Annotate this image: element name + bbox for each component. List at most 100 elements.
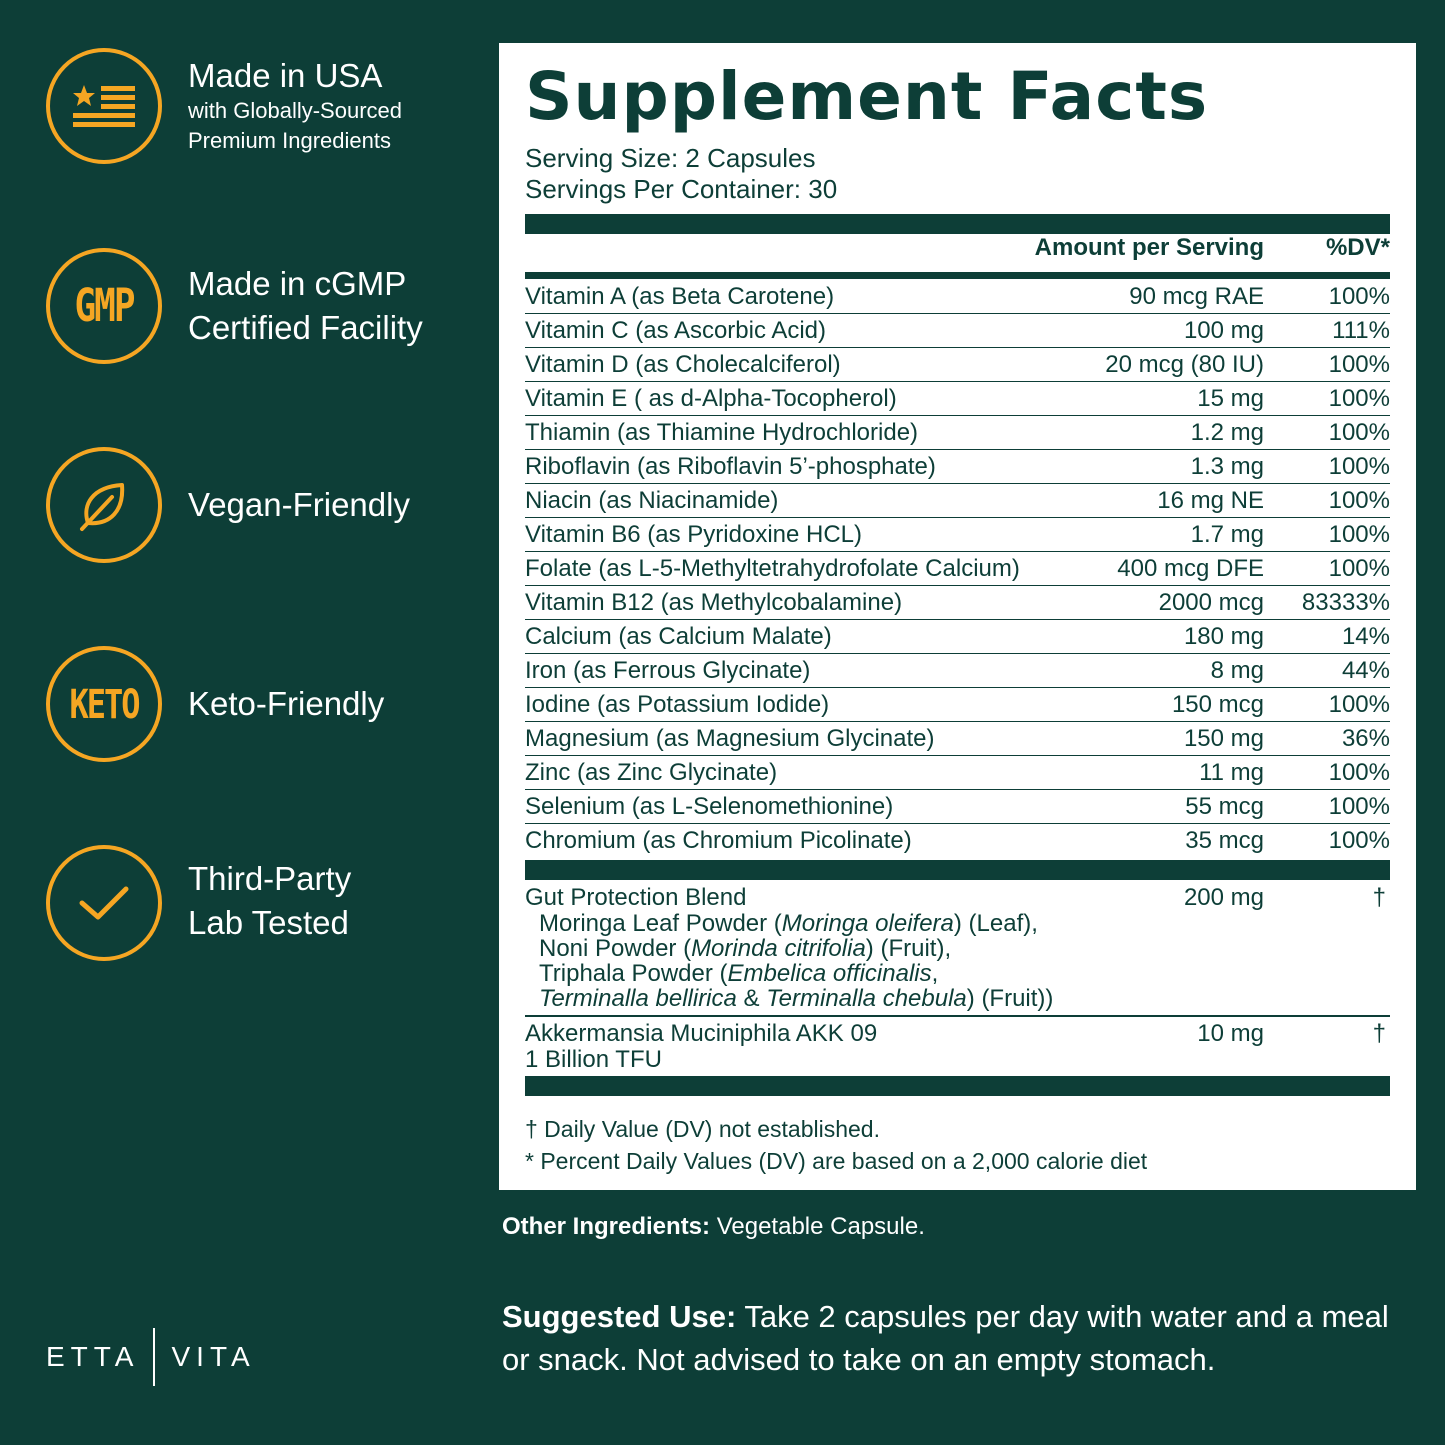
other-label: Other Ingredients: xyxy=(502,1213,711,1240)
suggested-use: Suggested Use: Take 2 capsules per day w… xyxy=(502,1295,1402,1381)
feature-title: Vegan-Friendly xyxy=(188,486,410,523)
feature-title: Made in USA xyxy=(188,57,383,94)
nutrient-dv: 100% xyxy=(1328,555,1390,582)
gut-protection-blend: Gut Protection Blend 200 mg † Moringa Le… xyxy=(525,884,1390,1012)
feature-made-in-usa: Made in USA with Globally-Sourced Premiu… xyxy=(46,48,476,168)
divider-bar xyxy=(525,860,1390,880)
akk-count: 1 Billion TFU xyxy=(525,1046,662,1073)
nutrient-amount: 100 mg xyxy=(1183,317,1264,344)
blend-dv: † xyxy=(1372,884,1386,911)
nutrient-dv: 100% xyxy=(1328,453,1390,480)
table-row: Thiamin (as Thiamine Hydrochloride) 1.2 m… xyxy=(525,416,1390,450)
nutrient-name: Calcium (as Calcium Malate) xyxy=(525,623,832,650)
blend-ingredient: Terminalla bellirica & Terminalla chebul… xyxy=(539,985,1054,1012)
feature-lab-tested: Third-Party Lab Tested xyxy=(46,845,476,965)
use-label: Suggested Use: xyxy=(502,1299,737,1334)
divider-bar xyxy=(525,272,1390,279)
feature-title: Made in cGMP xyxy=(188,265,407,302)
brand-logo: ETTA VITA xyxy=(46,1328,256,1386)
nutrient-dv: 100% xyxy=(1328,385,1390,412)
table-row: Iron (as Ferrous Glycinate) 8 mg 44% xyxy=(525,654,1390,688)
footnote-asterisk: * Percent Daily Values (DV) are based on… xyxy=(525,1148,1148,1174)
divider-line xyxy=(525,1015,1390,1017)
blend-ingredient: Noni Powder (Morinda citrifolia) (Fruit)… xyxy=(539,935,952,962)
nutrient-name: Vitamin E ( as d-Alpha-Tocopherol) xyxy=(525,385,897,412)
nutrient-name: Zinc (as Zinc Glycinate) xyxy=(525,759,778,786)
nutrient-dv: 100% xyxy=(1328,691,1390,718)
nutrient-dv: 100% xyxy=(1328,759,1390,786)
nutrient-name: Vitamin C (as Ascorbic Acid) xyxy=(525,317,826,344)
feature-title: Keto-Friendly xyxy=(188,685,385,722)
nutrient-name: Niacin (as Niacinamide) xyxy=(525,487,779,514)
table-row: Vitamin A (as Beta Carotene) 90 mcg RAE 10… xyxy=(525,280,1390,314)
keto-icon: KETO xyxy=(46,646,162,762)
serving-size: Serving Size: 2 Capsules xyxy=(525,143,816,173)
table-row: Selenium (as L-Selenomethionine) 55 mcg 10… xyxy=(525,790,1390,824)
nutrient-name: Iodine (as Potassium Iodide) xyxy=(525,691,830,718)
footnote-dagger: † Daily Value (DV) not established. xyxy=(525,1116,880,1142)
nutrient-name: Iron (as Ferrous Glycinate) xyxy=(525,657,811,684)
table-row: Folate (as L-5-Methyltetrahydrofolate Ca… xyxy=(525,552,1390,586)
nutrient-amount: 90 mcg RAE xyxy=(1129,283,1264,310)
nutrient-amount: 1.2 mg xyxy=(1190,419,1264,446)
nutrient-amount: 11 mg xyxy=(1199,759,1264,786)
feature-gmp: GMP Made in cGMP Certified Facility xyxy=(46,248,476,368)
nutrient-name: Thiamin (as Thiamine Hydrochloride) xyxy=(525,419,919,446)
akk-name: Akkermansia Muciniphila AKK 09 xyxy=(525,1020,878,1047)
nutrient-amount: 16 mg NE xyxy=(1157,487,1264,514)
badge-label: GMP xyxy=(74,280,135,332)
panel-title: Supplement Facts xyxy=(525,58,1209,135)
brand-right: VITA xyxy=(171,1341,256,1372)
feature-subtitle: with Globally-Sourced xyxy=(188,98,402,123)
nutrient-dv: 100% xyxy=(1328,351,1390,378)
feature-keto: KETO Keto-Friendly xyxy=(46,646,476,766)
nutrient-amount: 55 mcg xyxy=(1185,793,1264,820)
nutrient-amount: 2000 mcg xyxy=(1158,589,1264,616)
nutrient-dv: 14% xyxy=(1341,623,1390,650)
table-row: Zinc (as Zinc Glycinate) 11 mg 100% xyxy=(525,756,1390,790)
table-row: Iodine (as Potassium Iodide) 150 mcg 100% xyxy=(525,688,1390,722)
nutrient-name: Riboflavin (as Riboflavin 5’-phosphate) xyxy=(525,453,936,480)
nutrient-amount: 35 mcg xyxy=(1185,827,1264,854)
nutrient-name: Vitamin A (as Beta Carotene) xyxy=(525,283,835,310)
blend-ingredient: Triphala Powder (Embelica officinalis, xyxy=(539,960,939,987)
table-row: Magnesium (as Magnesium Glycinate) 150 mg… xyxy=(525,722,1390,756)
nutrient-name: Chromium (as Chromium Picolinate) xyxy=(525,827,912,854)
nutrient-name: Magnesium (as Magnesium Glycinate) xyxy=(525,725,935,752)
brand-divider xyxy=(153,1328,156,1386)
akk-amount: 10 mg xyxy=(1197,1020,1264,1047)
nutrient-amount: 1.3 mg xyxy=(1190,453,1264,480)
table-row: Calcium (as Calcium Malate) 180 mg 14% xyxy=(525,620,1390,654)
nutrient-name: Vitamin B12 (as Methylcobalamine) xyxy=(525,589,903,616)
servings-per-container: Servings Per Container: 30 xyxy=(525,174,838,204)
nutrient-dv: 36% xyxy=(1341,725,1390,752)
table-row: Vitamin C (as Ascorbic Acid) 100 mg 111% xyxy=(525,314,1390,348)
nutrient-amount: 150 mg xyxy=(1183,725,1264,752)
column-header: Amount per Serving %DV* xyxy=(525,234,1390,268)
nutrient-amount: 8 mg xyxy=(1210,657,1264,684)
akkermansia-row: Akkermansia Muciniphila AKK 09 1 Billion… xyxy=(525,1021,1390,1073)
nutrient-amount: 400 mcg DFE xyxy=(1117,555,1264,582)
feature-title: Lab Tested xyxy=(188,904,349,941)
divider-bar xyxy=(525,214,1390,234)
nutrient-dv: 44% xyxy=(1341,657,1390,684)
checkmark-icon xyxy=(46,845,162,961)
nutrient-dv: 100% xyxy=(1328,283,1390,310)
nutrient-name: Folate (as L-5-Methyltetrahydrofolate Ca… xyxy=(525,555,1020,582)
nutrient-dv: 100% xyxy=(1328,827,1390,854)
serving-info: Serving Size: 2 Capsules Servings Per Co… xyxy=(525,143,837,205)
feature-title: Third-Party xyxy=(188,860,352,897)
table-row: Chromium (as Chromium Picolinate) 35 mcg 1… xyxy=(525,824,1390,858)
akk-dv: † xyxy=(1372,1020,1386,1047)
other-ingredients: Other Ingredients: Vegetable Capsule. xyxy=(502,1213,925,1241)
divider-bar xyxy=(525,1076,1390,1096)
nutrient-amount: 1.7 mg xyxy=(1190,521,1264,548)
amount-header: Amount per Serving xyxy=(1034,234,1264,261)
nutrient-name: Vitamin D (as Cholecalciferol) xyxy=(525,351,841,378)
table-row: Niacin (as Niacinamide) 16 mg NE 100% xyxy=(525,484,1390,518)
dv-header: %DV* xyxy=(1325,234,1390,261)
nutrient-amount: 150 mcg xyxy=(1171,691,1264,718)
table-row: Vitamin B6 (as Pyridoxine HCL) 1.7 mg 100% xyxy=(525,518,1390,552)
flag-icon xyxy=(46,48,162,164)
badge-label: KETO xyxy=(69,680,140,728)
